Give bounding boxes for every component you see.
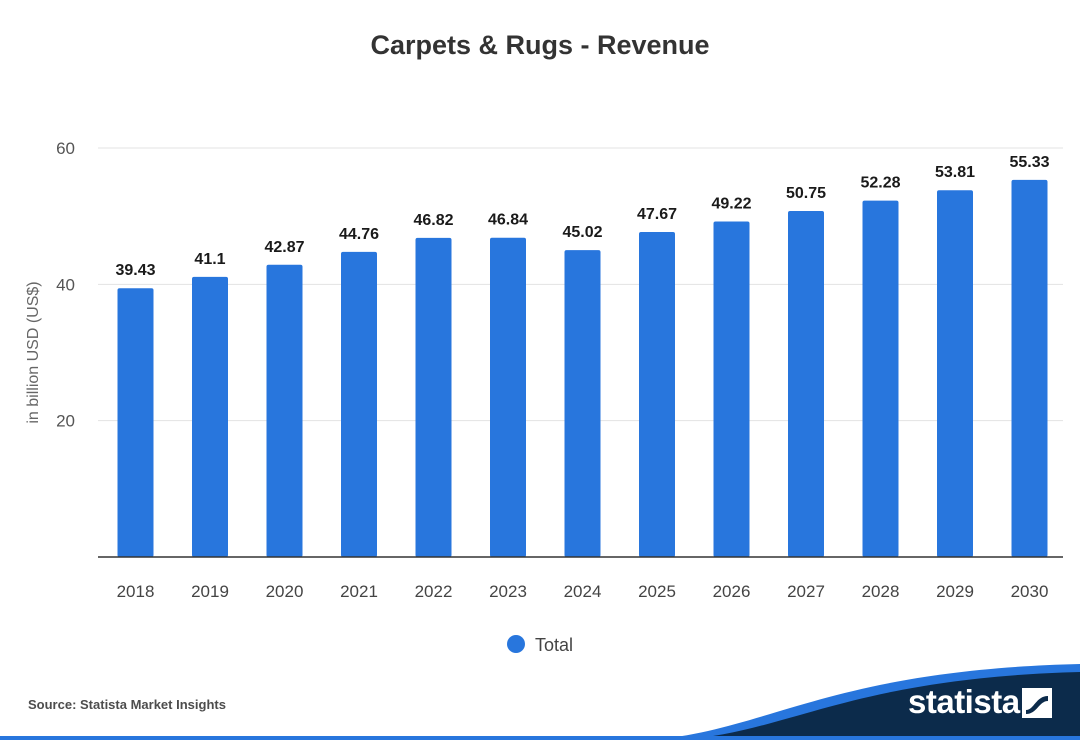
x-tick-label: 2029 <box>936 582 974 601</box>
bar <box>639 232 675 557</box>
data-label: 52.28 <box>860 175 900 192</box>
bar <box>937 190 973 557</box>
statista-logo-text: statista <box>908 683 1020 720</box>
data-label: 49.22 <box>711 195 751 212</box>
statista-logo-icon <box>1022 688 1052 718</box>
y-tick-label: 60 <box>56 139 75 158</box>
bar <box>1011 179 1048 557</box>
footer-band <box>0 664 1080 740</box>
legend-label: Total <box>535 635 573 655</box>
data-label: 46.82 <box>413 212 453 229</box>
legend-marker <box>507 635 525 653</box>
bar <box>415 237 452 557</box>
x-tick-label: 2028 <box>862 582 900 601</box>
data-label: 45.02 <box>562 224 602 241</box>
bar <box>341 251 377 558</box>
x-tick-label: 2018 <box>117 582 155 601</box>
bar <box>713 221 750 557</box>
chart-title: Carpets & Rugs - Revenue <box>370 30 710 60</box>
x-tick-label: 2022 <box>415 582 453 601</box>
footer-dark-wave <box>680 672 1080 740</box>
bar <box>266 264 303 557</box>
y-tick-label: 20 <box>56 412 75 431</box>
y-tick-label: 40 <box>56 275 75 294</box>
bar <box>490 237 526 557</box>
x-tick-label: 2021 <box>340 582 378 601</box>
x-tick-label: 2024 <box>564 582 602 601</box>
data-label: 44.76 <box>339 226 379 243</box>
footer-bottom-line <box>0 736 1080 740</box>
x-tick-label: 2025 <box>638 582 676 601</box>
data-label: 47.67 <box>637 206 677 223</box>
source-note: Source: Statista Market Insights <box>28 697 226 712</box>
x-tick-label: 2030 <box>1011 582 1049 601</box>
bar-chart: 20 40 60 in billion USD (US$) 39.43 2018 41.1 2… <box>25 139 1063 655</box>
bar <box>117 288 154 557</box>
x-tick-label: 2026 <box>713 582 751 601</box>
data-label: 41.1 <box>194 251 225 268</box>
y-axis-label: in billion USD (US$) <box>25 281 42 423</box>
bar <box>564 250 601 558</box>
x-tick-label: 2027 <box>787 582 825 601</box>
data-label: 46.84 <box>488 212 528 229</box>
data-label: 53.81 <box>935 164 975 181</box>
data-label: 50.75 <box>786 185 826 202</box>
data-label: 55.33 <box>1009 154 1049 171</box>
data-label: 39.43 <box>115 262 155 279</box>
bar <box>862 200 899 557</box>
bar <box>788 211 824 557</box>
x-tick-label: 2019 <box>191 582 229 601</box>
x-tick-label: 2023 <box>489 582 527 601</box>
bar <box>192 276 228 557</box>
x-tick-label: 2020 <box>266 582 304 601</box>
data-label: 42.87 <box>264 239 304 256</box>
